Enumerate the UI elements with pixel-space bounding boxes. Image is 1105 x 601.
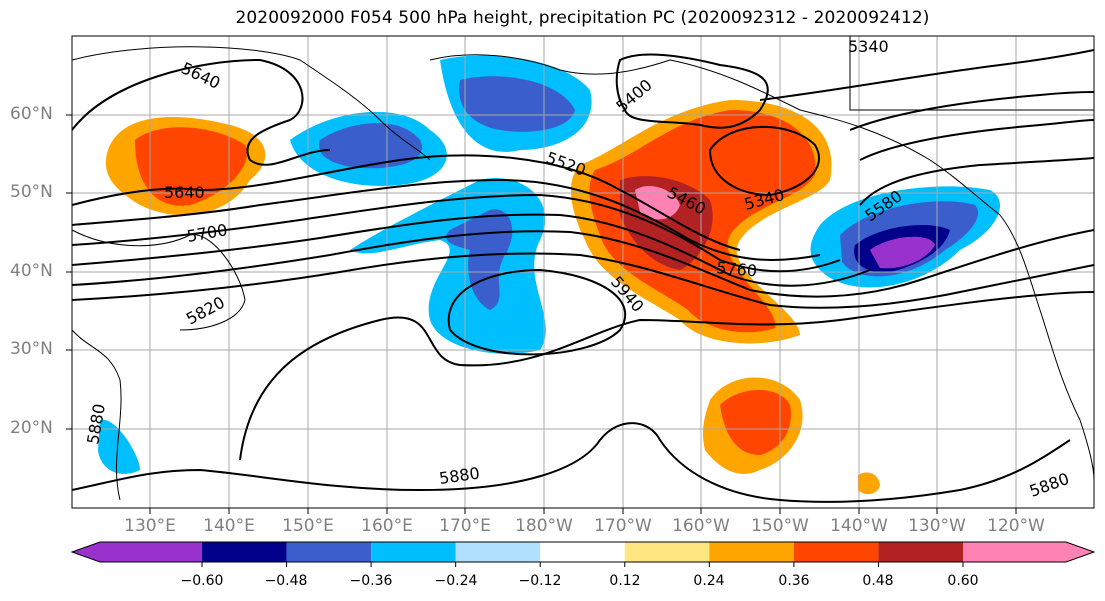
contour-label: 5640 — [164, 183, 205, 202]
colorbar-tick-label: −0.24 — [434, 573, 478, 589]
lon-label: 130°E — [124, 516, 176, 536]
colorbar-segment — [72, 542, 202, 562]
colorbar-segments — [70, 541, 1096, 563]
contour-label: 5760 — [716, 258, 758, 280]
colorbar-segment — [793, 542, 879, 562]
colorbar-tick-label: 0.24 — [693, 573, 725, 589]
colorbar-tick-marks — [201, 562, 964, 567]
negative-precip-shading — [98, 55, 1000, 474]
colorbar-segment — [878, 542, 963, 562]
colorbar-tick-label: 0.12 — [609, 573, 641, 589]
colorbar-tick-label: 0.48 — [862, 573, 894, 589]
lon-label: 140°E — [203, 516, 255, 536]
colorbar-tick-label: −0.12 — [518, 573, 562, 589]
lon-label: 140°W — [830, 516, 888, 536]
colorbar-segment — [540, 542, 625, 562]
lon-label: 170°E — [439, 516, 491, 536]
colorbar-tick-label: −0.48 — [264, 573, 308, 589]
lon-label: 120°W — [987, 516, 1045, 536]
lon-label: 150°E — [282, 516, 334, 536]
colorbar-segment — [286, 542, 372, 562]
lon-label: 160°E — [361, 516, 413, 536]
lat-label: 60°N — [10, 104, 53, 124]
colorbar-segment — [963, 542, 1094, 562]
lat-label: 30°N — [10, 339, 53, 359]
colorbar-segment — [371, 542, 456, 562]
colorbar-segment — [709, 542, 794, 562]
lon-label: 170°W — [594, 516, 652, 536]
colorbar-tick-label: −0.36 — [349, 573, 393, 589]
colorbar-segment — [624, 542, 710, 562]
lat-label: 40°N — [10, 261, 53, 281]
axis-ticks — [66, 114, 1017, 514]
lon-label: 160°W — [672, 516, 730, 536]
chart-title: 2020092000 F054 500 hPa height, precipit… — [235, 8, 930, 28]
lon-label: 180°W — [515, 516, 573, 536]
lon-label: 150°W — [751, 516, 809, 536]
colorbar-tick-label: −0.60 — [180, 573, 224, 589]
lon-label: 130°W — [908, 516, 966, 536]
colorbar-tick-label: 0.60 — [947, 573, 979, 589]
contour-label: 5340 — [848, 37, 889, 56]
lat-label: 50°N — [10, 182, 53, 202]
lat-label: 20°N — [10, 418, 53, 438]
height-contours — [72, 49, 1094, 503]
coastlines — [72, 36, 1094, 501]
graticule — [72, 36, 1094, 508]
colorbar-outline — [70, 541, 1096, 563]
colorbar-segment — [202, 542, 287, 562]
colorbar-tick-label: 0.36 — [778, 573, 810, 589]
colorbar-segment — [455, 542, 541, 562]
